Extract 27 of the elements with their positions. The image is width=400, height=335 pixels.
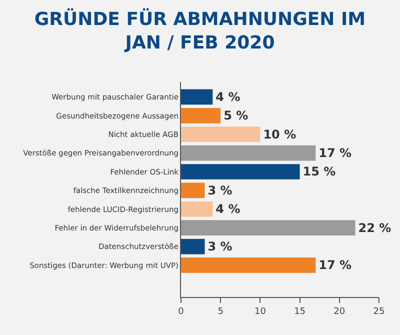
- bar: [181, 182, 205, 198]
- data-label: 4 %: [216, 90, 240, 104]
- x-tick-label: 10: [254, 306, 266, 317]
- data-label: 10 %: [263, 127, 296, 142]
- bar: [181, 89, 213, 105]
- data-label: 17 %: [318, 258, 352, 272]
- x-tick-label: 15: [294, 306, 306, 317]
- x-tick-label: 20: [334, 306, 346, 317]
- chart-title: GRÜNDE FÜR ABMAHNUNGEN IM JAN / FEB 2020: [34, 8, 366, 54]
- bar: [181, 145, 316, 161]
- data-label: 4 %: [216, 202, 240, 216]
- data-label: 3 %: [208, 183, 232, 198]
- data-label: 5 %: [224, 108, 248, 123]
- data-label: 3 %: [208, 240, 232, 254]
- bar: [181, 220, 356, 236]
- data-label: 22 %: [358, 220, 392, 235]
- bar: [181, 201, 213, 217]
- x-tick-label: 5: [218, 306, 224, 317]
- x-tick-label: 0: [178, 306, 184, 317]
- bar: [181, 238, 205, 254]
- x-tick-label: 25: [373, 306, 385, 317]
- data-label: 15 %: [302, 164, 336, 179]
- bar: [181, 126, 260, 142]
- data-label: 17 %: [318, 146, 352, 160]
- bar: [181, 258, 316, 273]
- bar: [181, 108, 221, 124]
- bar: [181, 164, 300, 180]
